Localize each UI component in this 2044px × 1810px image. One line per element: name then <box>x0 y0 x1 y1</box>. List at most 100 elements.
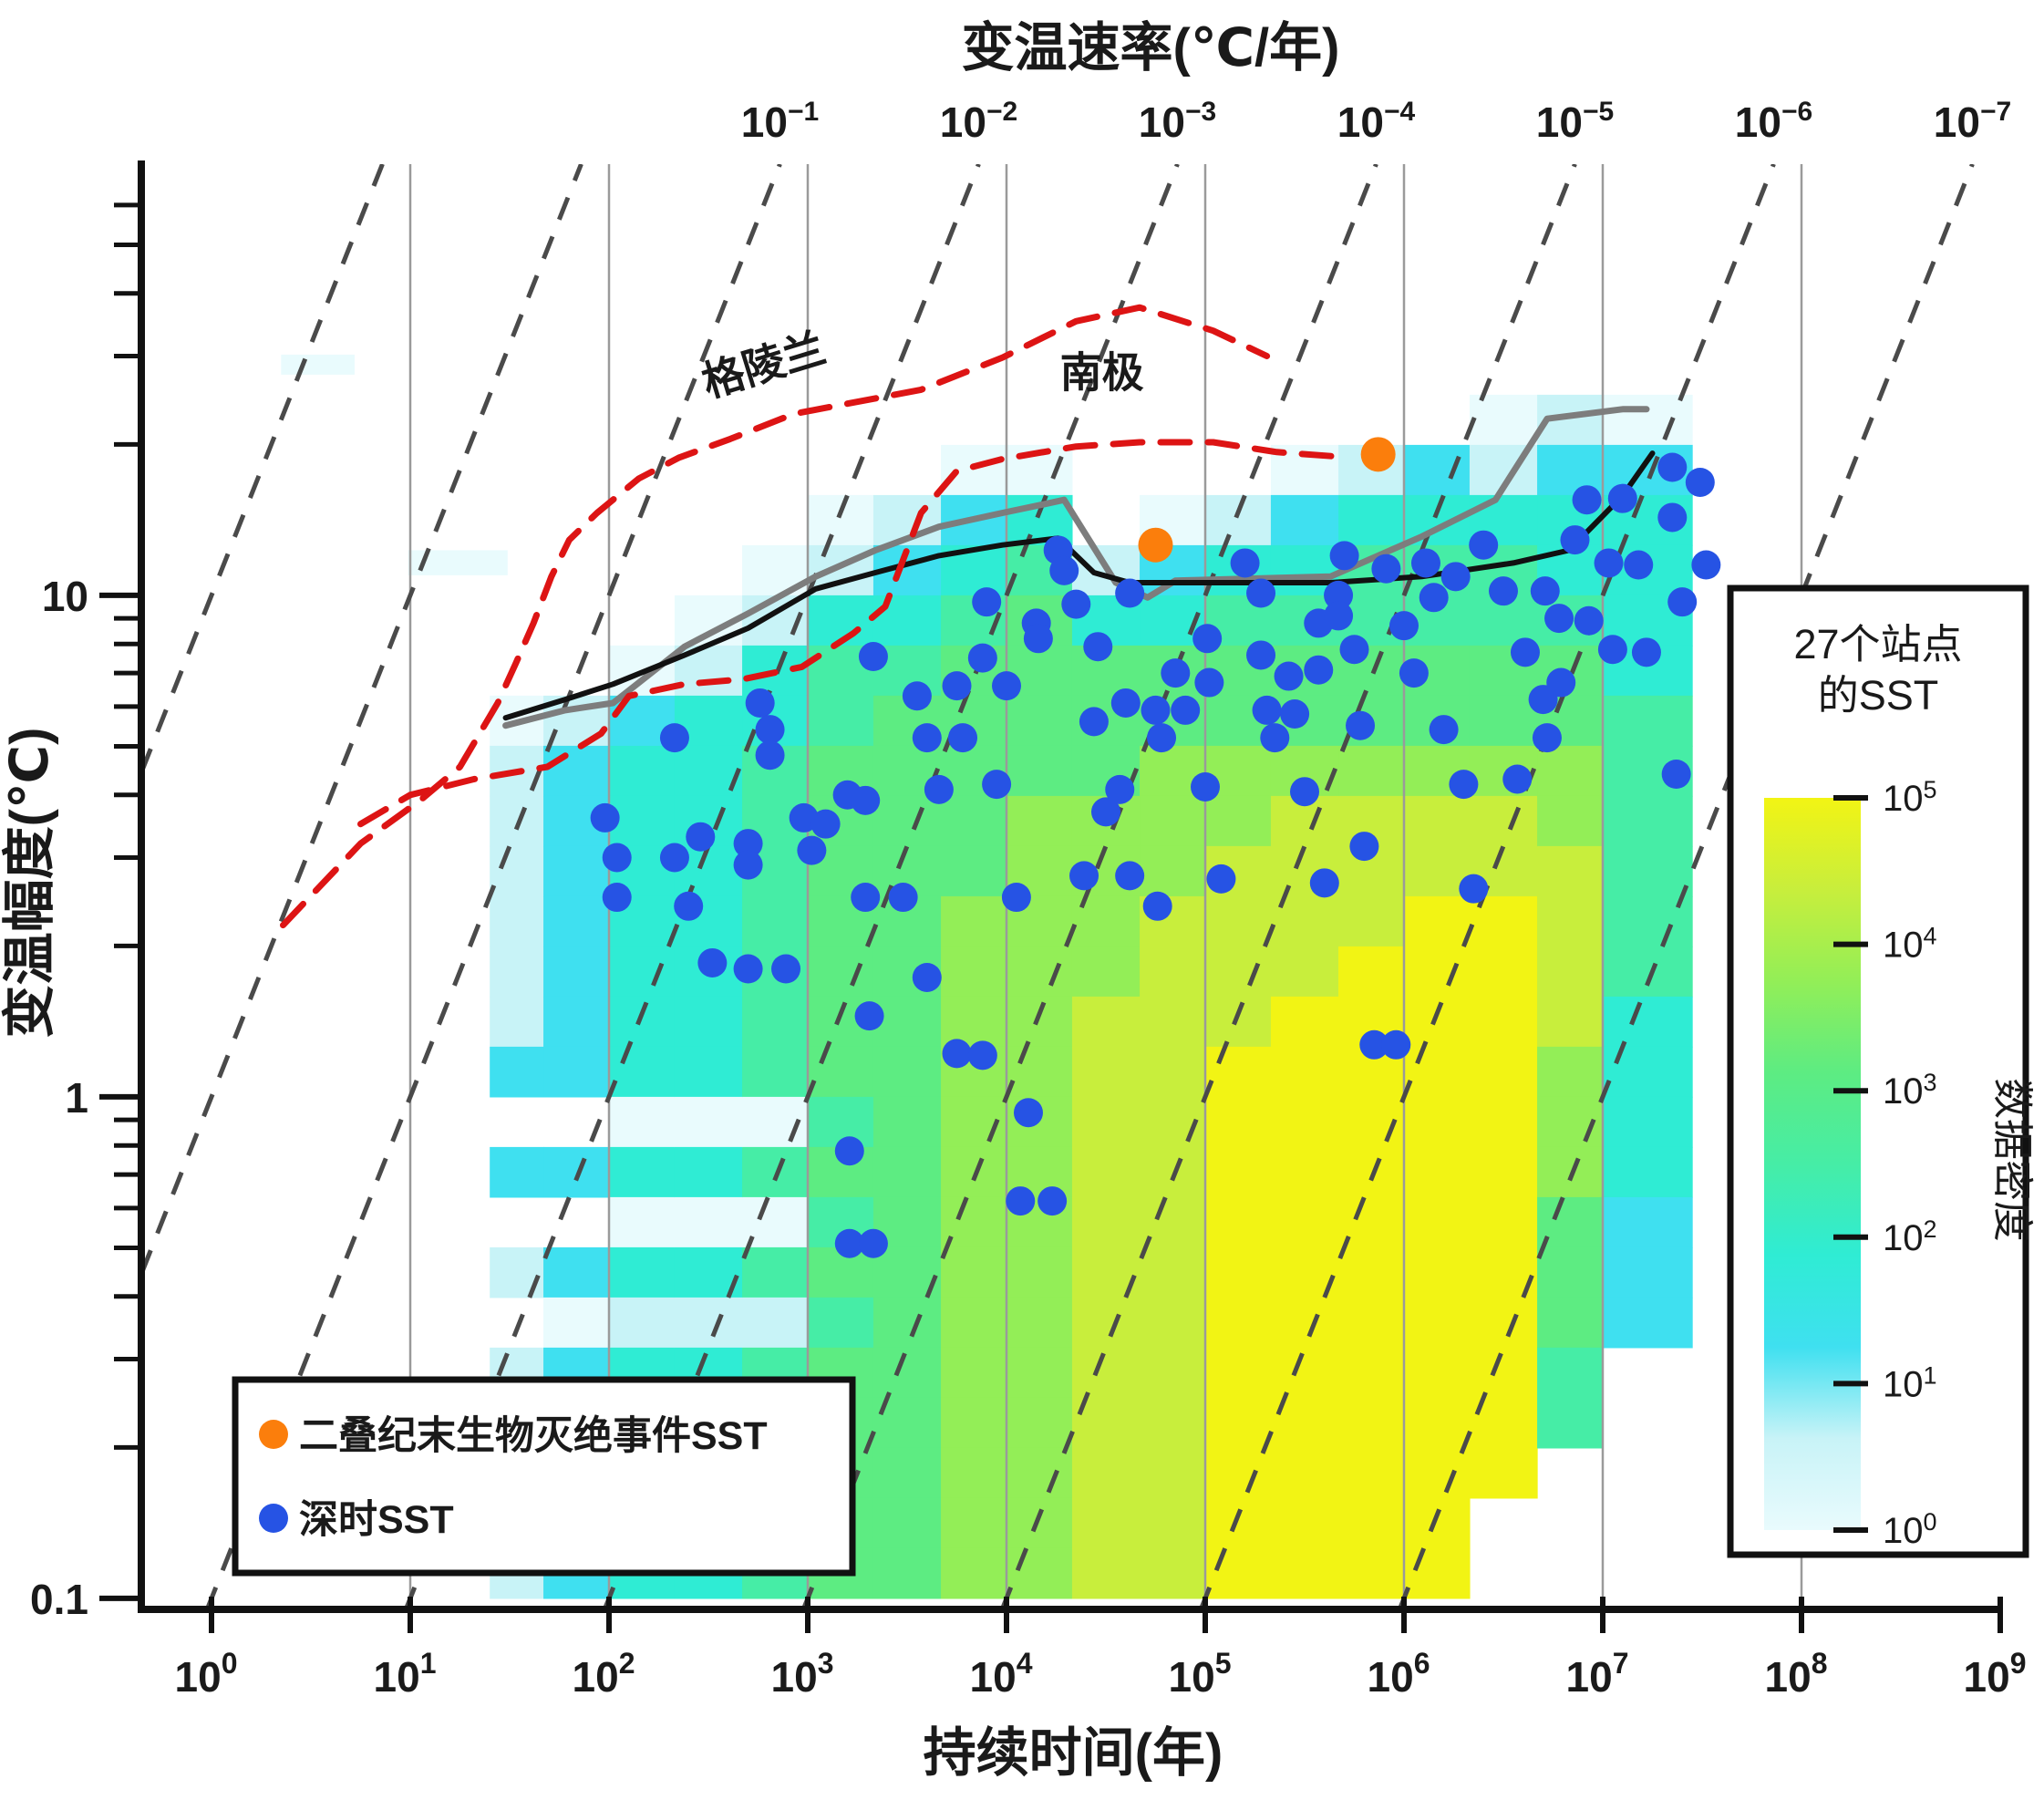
blue-dot <box>602 843 632 873</box>
heatmap-cell <box>1007 1297 1073 1349</box>
blue-dot <box>972 587 1002 617</box>
heatmap-cell <box>674 996 743 1048</box>
heatmap-cell <box>1205 1397 1272 1449</box>
heatmap-cell <box>1140 996 1206 1048</box>
heatmap-cell <box>742 1046 809 1098</box>
blue-dot <box>982 770 1012 800</box>
blue-dot <box>733 829 763 859</box>
x-axis-tick-label: 109 <box>1964 1647 2027 1701</box>
heatmap-cell <box>609 745 676 797</box>
blue-dot <box>1410 548 1440 578</box>
heatmap-cell <box>1603 394 1693 446</box>
heatmap-cell <box>1007 946 1073 998</box>
heatmap-cell <box>1603 996 1693 1048</box>
heatmap-cell <box>941 1146 1007 1198</box>
heatmap-cell <box>1140 1447 1206 1499</box>
blue-dot <box>1324 580 1354 610</box>
blue-dot <box>659 843 689 873</box>
heatmap-cell <box>1205 1497 1272 1549</box>
blue-dot <box>1309 868 1339 898</box>
heatmap-cell <box>808 494 874 546</box>
antarctic-curve-label: 南极 <box>1060 349 1144 397</box>
blue-dot <box>810 809 841 839</box>
blue-dot <box>755 740 785 771</box>
heatmap-cell <box>941 845 1007 897</box>
heatmap-patch <box>281 354 355 375</box>
blue-dot <box>1274 661 1304 691</box>
x-axis-tick-label: 101 <box>374 1647 437 1701</box>
blue-dot <box>1013 1098 1043 1128</box>
heatmap-cell <box>609 946 676 998</box>
heatmap-cell <box>1205 1146 1272 1198</box>
blue-dot <box>733 954 763 984</box>
heatmap-cell <box>1205 1196 1272 1248</box>
heatmap-cell <box>490 895 544 947</box>
heatmap-cell <box>1404 996 1471 1048</box>
heatmap-cell <box>1603 1297 1693 1349</box>
heatmap-cell <box>742 1297 809 1349</box>
heatmap-cell <box>1404 895 1471 947</box>
heatmap-cell <box>1537 1046 1604 1098</box>
blue-dot <box>1049 555 1079 585</box>
heatmap-cell <box>872 1547 942 1599</box>
heatmap-cell <box>609 1096 676 1148</box>
heatmap-cell <box>1338 946 1405 998</box>
heatmap-cell <box>543 946 610 998</box>
heatmap-cell <box>543 1046 610 1098</box>
blue-dot <box>942 671 972 701</box>
heatmap-cell <box>1537 946 1604 998</box>
heatmap-cell <box>1007 795 1073 847</box>
heatmap-cell <box>1007 1397 1073 1449</box>
heatmap-cell <box>1007 1447 1073 1499</box>
heatmap-cell <box>941 1347 1007 1399</box>
heatmap-cell <box>490 795 544 847</box>
heatmap-cell <box>1469 1347 1538 1399</box>
heatmap-cell <box>872 1146 942 1198</box>
heatmap-cell <box>543 1246 610 1298</box>
heatmap-cell <box>1205 1096 1272 1148</box>
blue-dot <box>1061 589 1091 619</box>
blue-dot <box>1597 635 1627 665</box>
blue-dot <box>1037 1186 1068 1216</box>
blue-dot <box>851 785 881 815</box>
heatmap-cell <box>1338 1447 1405 1499</box>
blue-dot <box>1079 707 1109 737</box>
y-axis-tick-label: 0.1 <box>30 1576 88 1623</box>
blue-dot <box>1230 548 1260 578</box>
top-tick-label: 10−5 <box>1536 97 1614 146</box>
blue-dot <box>948 723 978 753</box>
blue-dot <box>1359 1029 1389 1060</box>
heatmap-cell <box>1469 996 1538 1048</box>
heatmap-cell <box>1404 1397 1471 1449</box>
blue-dot <box>912 962 942 992</box>
heatmap-cell <box>1140 795 1206 847</box>
top-tick-label: 10−6 <box>1735 97 1812 146</box>
blue-dot <box>1141 695 1171 725</box>
heatmap-cell <box>1338 1347 1405 1399</box>
heatmap-cell <box>872 795 942 847</box>
heatmap-cell <box>1071 1447 1141 1499</box>
blue-dot <box>1371 553 1401 584</box>
heatmap-cell <box>1469 795 1538 847</box>
heatmap-cell <box>543 895 610 947</box>
heatmap-cell <box>609 1297 676 1349</box>
heatmap-cell <box>872 1497 942 1549</box>
heatmap-cell <box>1469 1297 1538 1349</box>
blue-dot <box>1574 605 1604 636</box>
blue-dot <box>924 774 954 804</box>
heatmap-cell <box>1404 1497 1471 1549</box>
heatmap-cell <box>941 1447 1007 1499</box>
heatmap-cell <box>1270 494 1339 546</box>
heatmap-cell <box>674 1096 743 1148</box>
rate-isoline <box>403 164 981 1609</box>
blue-dot <box>912 723 942 753</box>
blue-dot <box>1631 637 1661 667</box>
blue-dot <box>1572 485 1602 515</box>
heatmap-cell <box>808 946 874 998</box>
heatmap-cell <box>543 1297 610 1349</box>
blue-dot <box>1510 637 1540 667</box>
blue-dot <box>1161 658 1191 688</box>
greenland-curve-label: 格陵兰 <box>697 324 831 406</box>
heatmap-cell <box>1603 1046 1693 1098</box>
heatmap-cell <box>872 1297 942 1349</box>
